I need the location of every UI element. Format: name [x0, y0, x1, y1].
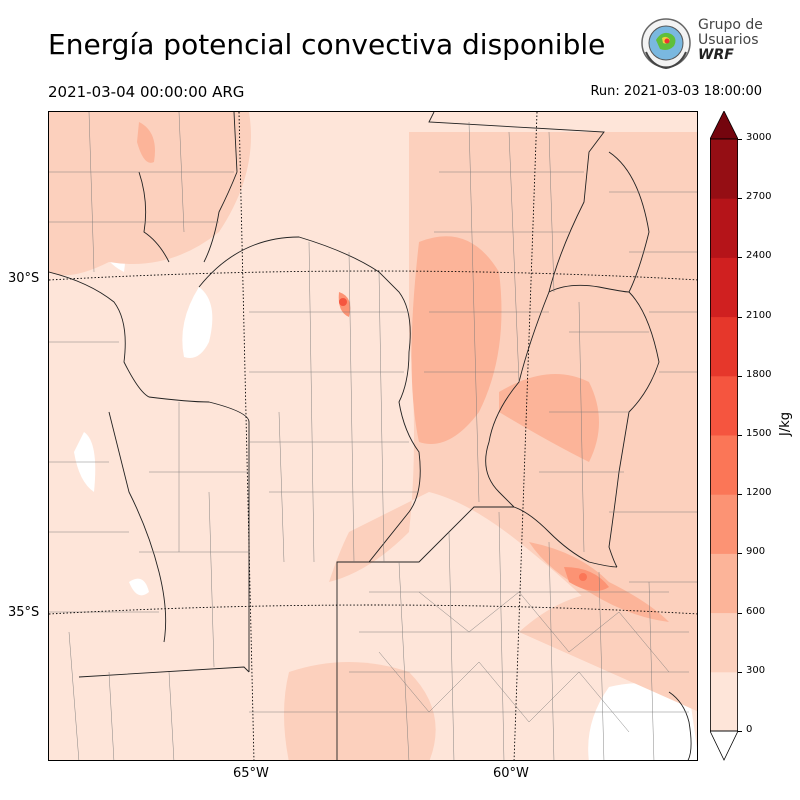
colorbar-tick-mark — [738, 139, 742, 140]
colorbar-tick-label: 2700 — [746, 191, 772, 203]
colorbar-tick-label: 0 — [746, 724, 753, 735]
globe-logo-icon — [641, 18, 691, 70]
colorbar-band — [710, 257, 738, 318]
colorbar-tick-mark — [738, 375, 742, 377]
colorbar-tick-mark — [738, 494, 742, 496]
colorbar-band — [710, 494, 738, 554]
cape-low-area — [588, 683, 697, 760]
department-borders — [49, 112, 697, 760]
logo-text: Grupo de Usuarios WRF — [698, 18, 763, 63]
colorbar-tick-label: 2400 — [746, 250, 772, 262]
cape-level-600 — [499, 374, 599, 462]
chart-title: Energía potencial convectiva disponible — [48, 28, 606, 61]
logo-line1: Grupo de — [698, 17, 763, 33]
colorbar-tick-label: 900 — [746, 546, 766, 558]
colorbar-frame — [710, 138, 738, 732]
graticule — [49, 112, 697, 760]
colorbar-tick-label: 300 — [746, 664, 766, 676]
lat-label-35s: 35°S — [8, 605, 40, 620]
colorbar-tick-label: 2100 — [746, 309, 772, 321]
lat-label-30s: 30°S — [8, 271, 40, 286]
colorbar-band — [710, 316, 738, 377]
colorbar-band — [710, 612, 738, 673]
cape-level-300 — [49, 112, 251, 276]
colorbar-band — [710, 435, 738, 495]
colorbar-tick-mark — [738, 435, 742, 436]
colorbar-tick-label: 3000 — [746, 132, 772, 143]
map-panel — [48, 111, 698, 761]
colorbar-tick-mark — [738, 198, 742, 200]
valid-time: 2021-03-04 00:00:00 ARG — [48, 83, 245, 101]
cape-level-900 — [564, 567, 609, 591]
cape-low-area — [129, 578, 149, 596]
colorbar-extend-min — [710, 730, 738, 761]
colorbar-tick-label: 1800 — [746, 368, 772, 380]
cape-low-area — [182, 287, 213, 358]
colorbar-tick-mark — [738, 731, 742, 732]
colorbar-unit: J/kg — [778, 412, 793, 436]
colorbar-band — [710, 671, 738, 732]
colorbar-tick-mark — [738, 612, 742, 614]
colorbar-band — [710, 375, 738, 436]
colorbar-tick-mark — [738, 671, 742, 673]
colorbar-tick-mark — [738, 553, 742, 555]
logo-line2: Usuarios — [698, 32, 759, 48]
colorbar-band — [710, 198, 738, 258]
lon-label-65w: 65°W — [233, 766, 269, 781]
colorbar-extend-max — [710, 111, 738, 140]
cape-level-300 — [519, 592, 697, 712]
logo-line3: WRF — [698, 47, 734, 63]
cape-level-300 — [284, 662, 436, 760]
cape-level-600 — [137, 122, 155, 163]
colorbar-tick-mark — [738, 316, 742, 318]
province-borders — [49, 112, 692, 760]
cape-field-map — [49, 112, 697, 760]
colorbar-tick-label: 1200 — [746, 487, 772, 499]
colorbar-tick-label: 600 — [746, 605, 766, 617]
run-time: Run: 2021-03-03 18:00:00 — [590, 84, 762, 99]
colorbar-tick-label: 1500 — [746, 428, 772, 439]
colorbar-tick-mark — [738, 257, 742, 259]
colorbar — [710, 111, 738, 761]
lon-label-60w: 60°W — [493, 766, 529, 781]
wrf-group-logo: Grupo de Usuarios WRF — [638, 16, 763, 72]
cape-level-1500 — [339, 298, 347, 306]
cape-level-1200 — [579, 573, 587, 581]
colorbar-band — [710, 139, 738, 199]
colorbar-band — [710, 553, 738, 614]
cape-level-600 — [411, 236, 502, 444]
